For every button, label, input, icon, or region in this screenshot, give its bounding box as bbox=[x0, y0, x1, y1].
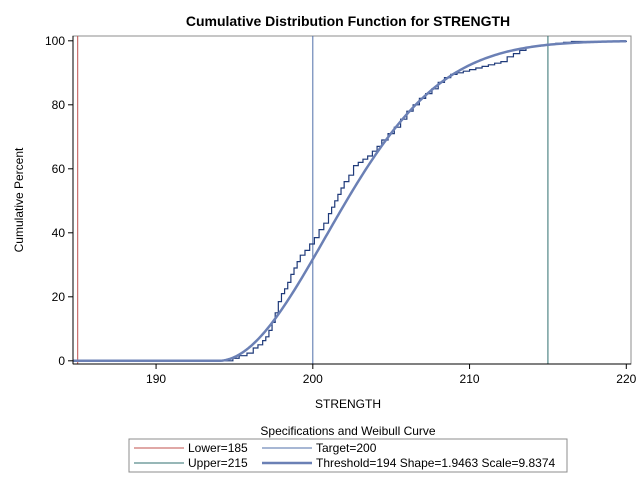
legend-title: Specifications and Weibull Curve bbox=[260, 424, 436, 438]
legend-label: Target=200 bbox=[316, 441, 377, 455]
y-tick-label: 40 bbox=[52, 226, 66, 240]
x-tick-label: 190 bbox=[146, 372, 166, 386]
legend-label: Lower=185 bbox=[188, 441, 248, 455]
legend-label: Threshold=194 Shape=1.9463 Scale=9.8374 bbox=[316, 456, 556, 470]
empirical-cdf-line bbox=[73, 40, 627, 362]
y-axis-title: Cumulative Percent bbox=[12, 147, 26, 252]
reference-lines bbox=[77, 36, 549, 364]
x-axis-ticks: 190 200 210 220 bbox=[146, 364, 637, 386]
y-tick-label: 80 bbox=[52, 98, 66, 112]
x-tick-label: 220 bbox=[616, 372, 636, 386]
y-axis-ticks: 0 20 40 60 80 100 bbox=[45, 34, 73, 368]
legend: Specifications and Weibull Curve Lower=1… bbox=[128, 424, 568, 473]
x-axis-title: STRENGTH bbox=[315, 397, 381, 411]
x-tick-label: 210 bbox=[460, 372, 480, 386]
series-layer bbox=[73, 39, 627, 363]
legend-items: Lower=185 Target=200 Upper=215 Threshold=19… bbox=[134, 441, 556, 470]
y-tick-label: 0 bbox=[58, 354, 65, 368]
x-tick-label: 200 bbox=[303, 372, 323, 386]
y-tick-label: 20 bbox=[52, 290, 66, 304]
legend-label: Upper=215 bbox=[188, 456, 248, 470]
plot-frame bbox=[72, 35, 632, 365]
y-tick-label: 60 bbox=[52, 162, 66, 176]
plot-area: 190 200 210 220 0 20 40 60 80 100 bbox=[45, 34, 637, 386]
weibull-fit-curve bbox=[73, 39, 627, 363]
y-tick-label: 100 bbox=[45, 34, 65, 48]
legend-box bbox=[128, 438, 568, 473]
chart-title: Cumulative Distribution Function for STR… bbox=[186, 13, 510, 29]
